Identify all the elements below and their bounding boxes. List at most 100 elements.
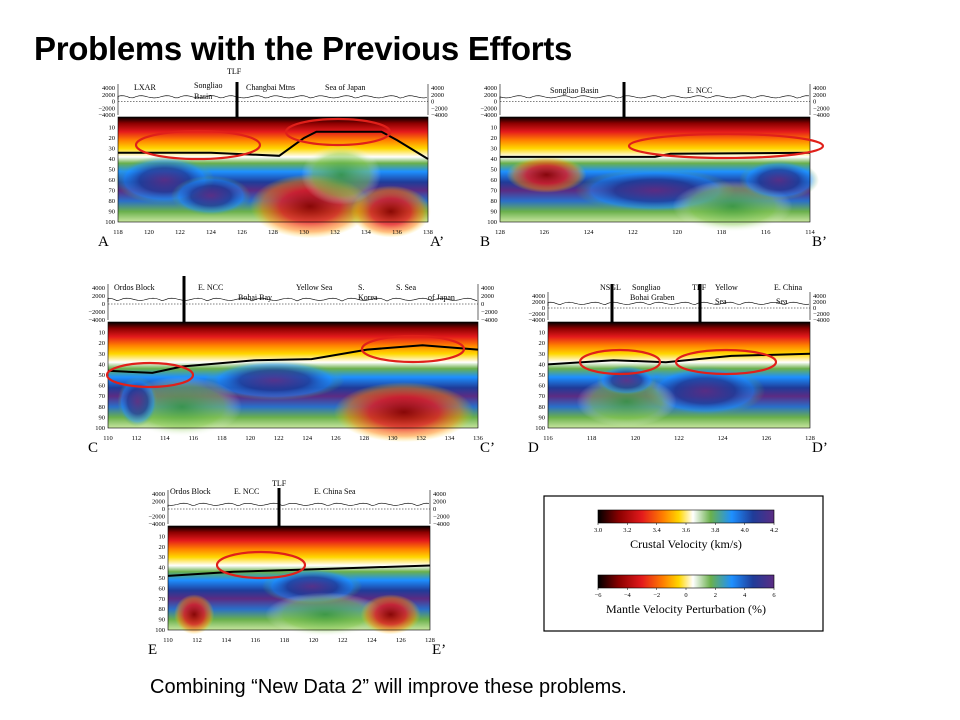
fault-marker [277, 488, 281, 526]
longitude-tick: 130 [388, 435, 398, 442]
elevation-tick-right: 2000 [813, 92, 826, 99]
elevation-tick-right: 4000 [813, 293, 826, 300]
section-frame [167, 525, 431, 631]
longitude-tick: 124 [584, 229, 595, 236]
depth-tick: 50 [491, 167, 498, 174]
moho-line [167, 564, 431, 577]
region-label: S. Sea [396, 283, 416, 292]
elevation-tick-left: 0 [542, 305, 545, 312]
section-end-label: C’ [480, 440, 495, 456]
depth-tick: 100 [105, 219, 115, 226]
elevation-tick-left: 4000 [484, 85, 497, 92]
elevation-tick-right: −4000 [433, 521, 450, 528]
region-label: Yellow Sea [296, 283, 333, 292]
slide-caption: Combining “New Data 2” will improve thes… [150, 676, 627, 698]
elevation-tick-left: 4000 [152, 491, 165, 498]
depth-tick: 30 [159, 554, 166, 561]
depth-tick: 60 [99, 383, 106, 390]
depth-tick: 10 [491, 125, 498, 132]
topography-profile [107, 297, 478, 302]
highlight-ellipse [215, 550, 307, 580]
elevation-tick-right: 2000 [433, 499, 446, 506]
longitude-tick: 118 [280, 637, 290, 644]
region-label: Yellow [715, 283, 738, 292]
longitude-tick: 118 [113, 229, 123, 236]
elevation-tick-right: 2000 [481, 293, 494, 300]
elevation-tick-left: 0 [494, 99, 497, 106]
elevation-tick-right: −4000 [813, 317, 830, 324]
section-frame [499, 116, 811, 223]
elevation-tick-left: −4000 [88, 317, 105, 324]
elevation-tick-left: 2000 [102, 92, 115, 99]
colorbar-tick: 4.0 [741, 527, 749, 534]
depth-tick: 30 [109, 146, 116, 153]
colorbar-tick: −2 [653, 592, 660, 599]
topography-profile [117, 95, 428, 100]
elevation-tick-right: −2000 [813, 311, 830, 318]
longitude-tick: 118 [587, 435, 597, 442]
depth-tick: 10 [159, 533, 166, 540]
elevation-tick-right: 0 [431, 99, 434, 106]
depth-tick: 100 [155, 627, 165, 634]
longitude-tick: 128 [425, 637, 435, 644]
longitude-tick: 134 [445, 435, 456, 442]
depth-tick: 60 [491, 177, 498, 184]
topography-profile [547, 301, 810, 306]
elevation-tick-right: −4000 [813, 112, 830, 119]
longitude-tick: 124 [302, 435, 313, 442]
region-label: Sea of Japan [325, 83, 365, 92]
fault-marker [182, 276, 186, 322]
highlight-ellipse [578, 348, 662, 376]
velocity-anomaly [360, 594, 421, 635]
longitude-tick: 128 [359, 435, 369, 442]
color-legend: 3.0 3.2 3.4 3.6 3.8 4.0 4.2 Crustal Velocity (k… [543, 495, 824, 632]
depth-tick: 30 [99, 351, 106, 358]
elevation-tick-left: −2000 [148, 514, 165, 521]
elevation-tick-right: −2000 [813, 105, 830, 112]
depth-tick: 50 [109, 167, 116, 174]
depth-tick: 70 [539, 393, 546, 400]
colorbar-tick: 3.0 [594, 527, 602, 534]
depth-tick: 20 [159, 544, 166, 551]
highlight-ellipse [674, 348, 778, 376]
section-end-label: D’ [812, 440, 828, 456]
elevation-tick-right: −2000 [481, 309, 498, 316]
velocity-anomaly [576, 376, 677, 427]
section-frame [117, 116, 429, 223]
region-label: Bohai Bay [238, 293, 272, 302]
colorbar-tick: 4.2 [770, 527, 778, 534]
colorbar-tick: 2 [714, 592, 717, 599]
longitude-tick: 128 [268, 229, 278, 236]
moho-line [118, 130, 429, 160]
longitude-tick: 120 [630, 435, 640, 442]
elevation-tick-left: 0 [112, 99, 115, 106]
section-start-label: B [480, 234, 490, 250]
depth-tick: 70 [491, 188, 498, 195]
region-label: Changbai Mtns [246, 83, 295, 92]
longitude-tick: 122 [338, 637, 348, 644]
elevation-tick-left: 2000 [532, 299, 545, 306]
longitude-tick: 128 [805, 435, 815, 442]
fault-marker [622, 82, 626, 117]
elevation-tick-right: 2000 [431, 92, 444, 99]
elevation-tick-left: 2000 [152, 499, 165, 506]
colorbar-tick: 3.8 [711, 527, 719, 534]
region-label: Ordos Block [170, 487, 211, 496]
longitude-tick: 124 [206, 229, 217, 236]
elevation-tick-right: 4000 [433, 491, 446, 498]
colorbar-tick: 4 [743, 592, 747, 599]
longitude-tick: 126 [539, 229, 550, 236]
depth-tick: 40 [99, 361, 106, 368]
velocity-anomaly [739, 160, 819, 200]
velocity-anomaly [174, 594, 215, 635]
depth-tick: 90 [99, 414, 106, 421]
colorbar-tick: 6 [772, 592, 776, 599]
moho-line [107, 344, 479, 374]
fault-marker [698, 284, 702, 322]
elevation-tick-right: 4000 [813, 85, 826, 92]
depth-tick: 40 [109, 156, 116, 163]
